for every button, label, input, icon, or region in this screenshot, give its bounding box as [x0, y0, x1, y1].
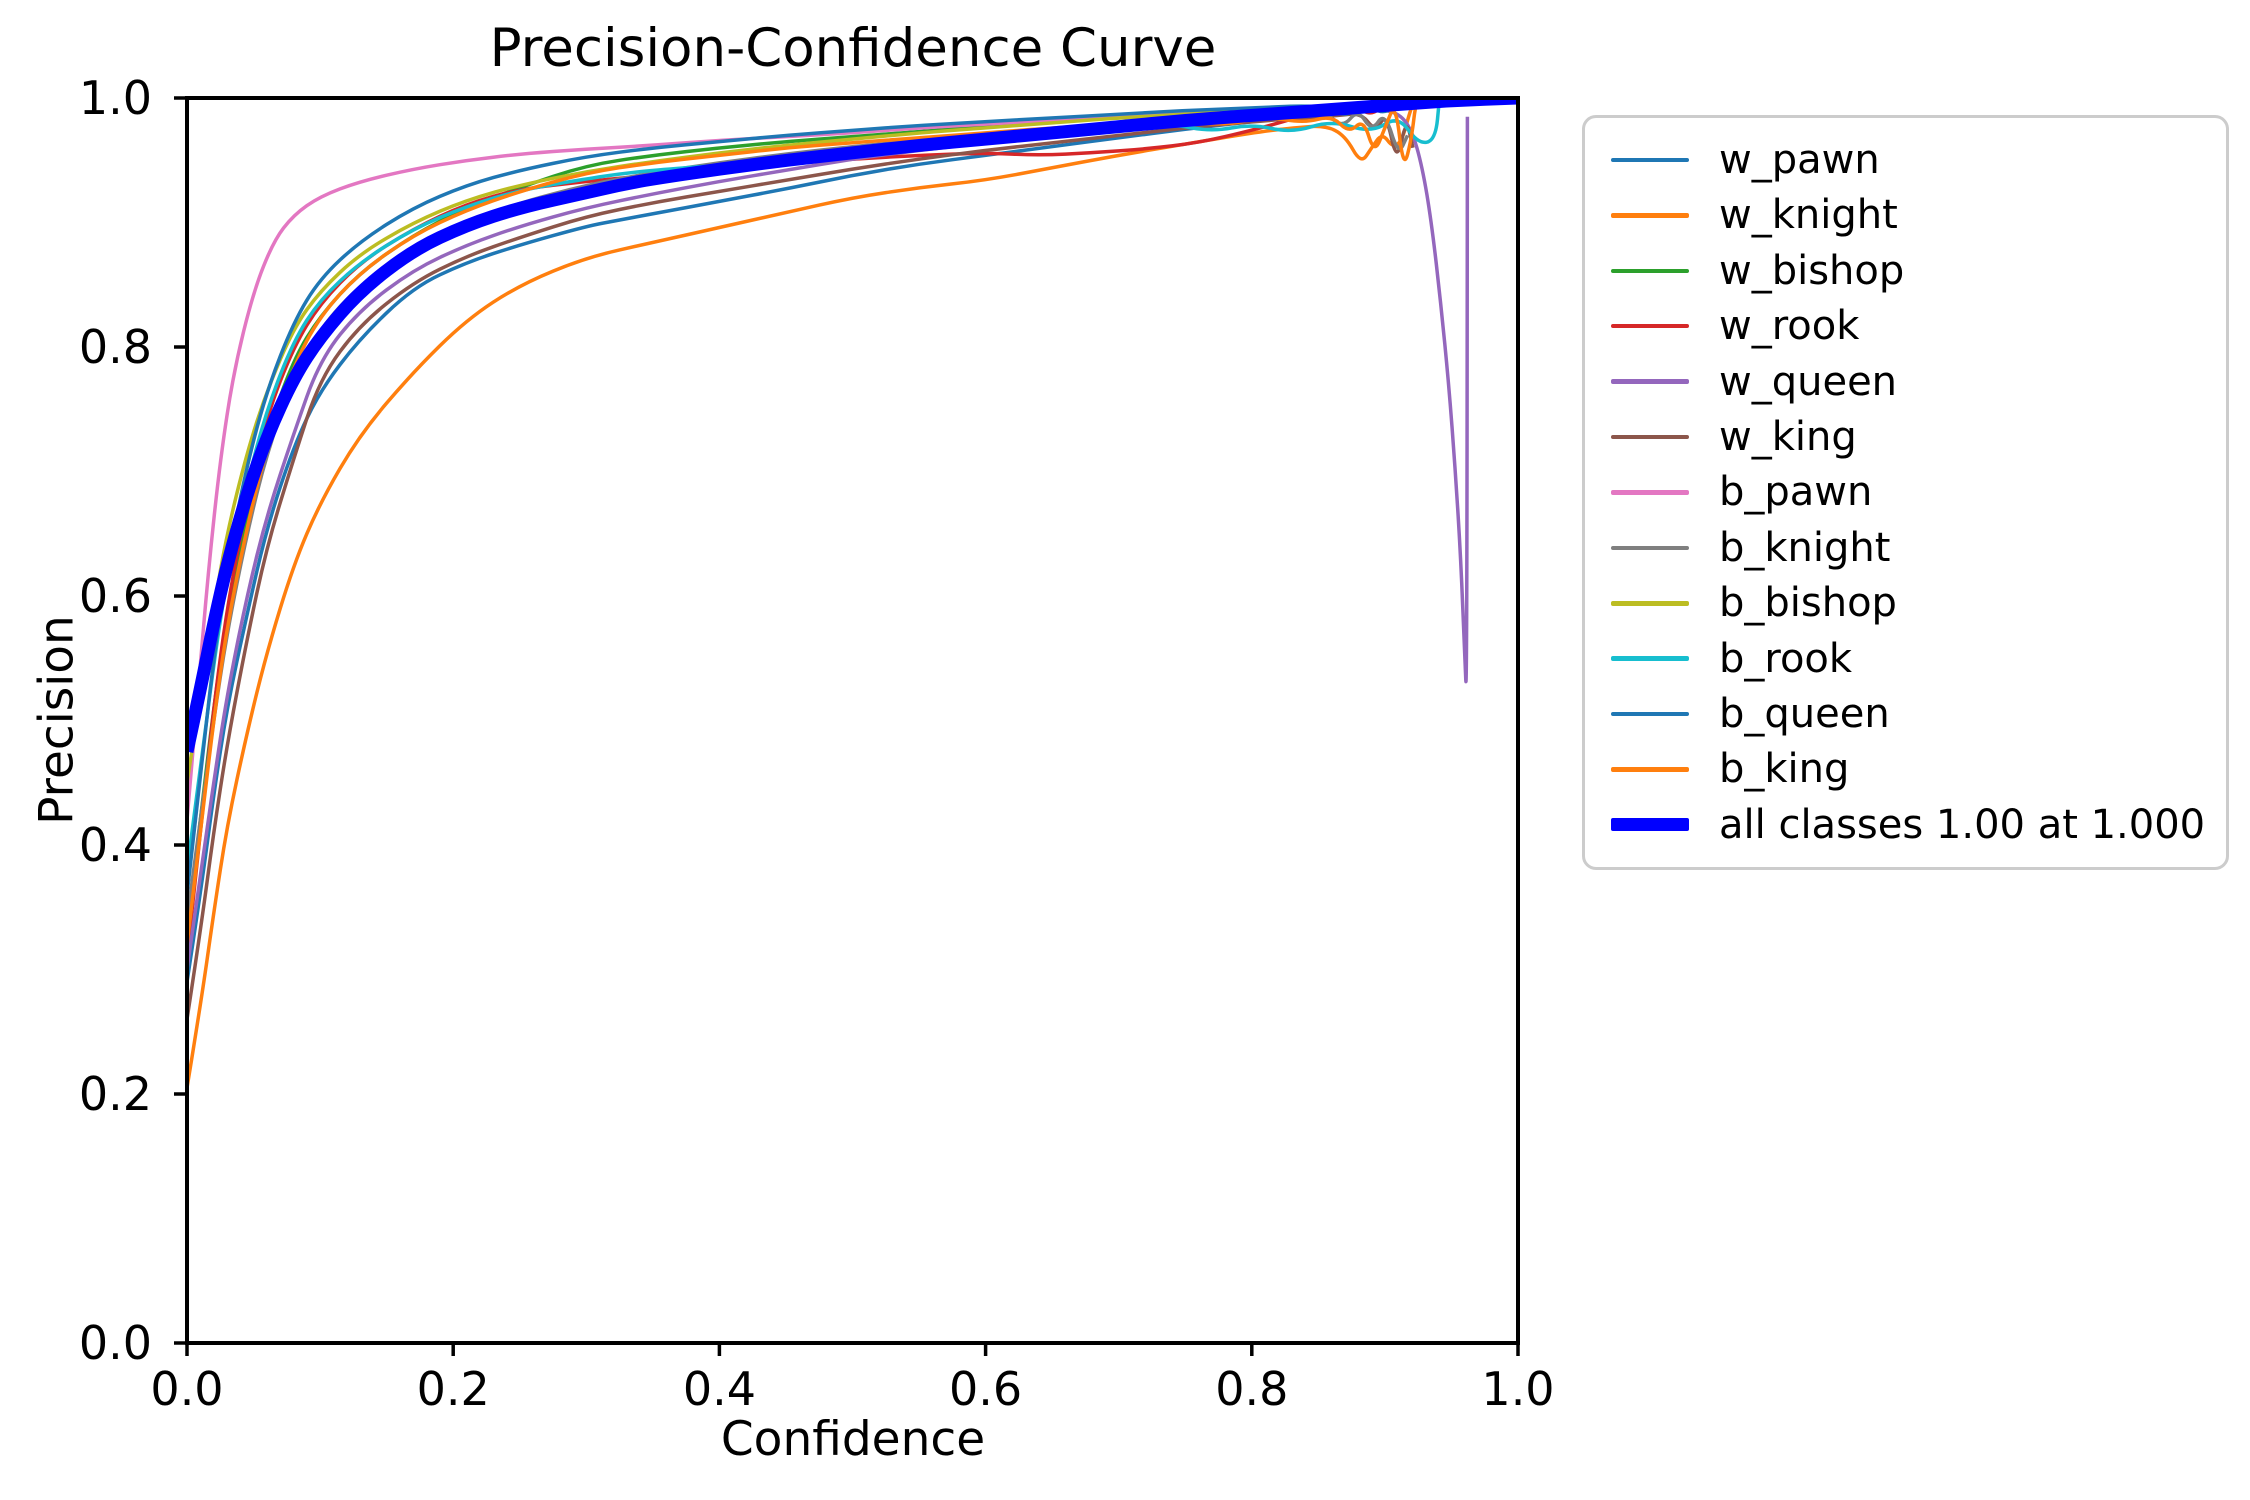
- x-tick-label: 0.6: [949, 1362, 1022, 1416]
- legend-swatch-all_classes: [1611, 818, 1689, 832]
- curve-all_classes: [187, 98, 1518, 753]
- legend-swatch-b_pawn: [1611, 490, 1689, 495]
- legend-label-b_king: b_king: [1719, 746, 1850, 793]
- legend-label-b_queen: b_queen: [1719, 691, 1890, 738]
- legend-swatch-b_queen: [1611, 711, 1689, 717]
- x-tick-label: 0.2: [417, 1362, 490, 1416]
- curve-w_bishop: [187, 98, 1423, 933]
- legend-swatch-w_bishop: [1611, 268, 1689, 274]
- legend-item-all_classes: all classes 1.00 at 1.000: [1611, 805, 2206, 845]
- curve-w_rook: [187, 98, 1411, 958]
- legend-item-b_queen: b_queen: [1611, 694, 2206, 734]
- legend-label-w_pawn: w_pawn: [1719, 137, 1880, 183]
- legend-item-w_rook: w_rook: [1611, 306, 2206, 346]
- legend-item-w_knight: w_knight: [1611, 195, 2206, 235]
- legend-item-w_king: w_king: [1611, 417, 2206, 457]
- x-tick-label: 0.8: [1215, 1362, 1288, 1416]
- legend-label-w_bishop: w_bishop: [1719, 247, 1905, 294]
- legend-label-w_rook: w_rook: [1719, 303, 1860, 350]
- legend-label-w_queen: w_queen: [1719, 358, 1898, 405]
- legend-swatch-w_rook: [1611, 323, 1689, 329]
- legend-item-b_knight: b_knight: [1611, 528, 2206, 568]
- y-axis-label: Precision: [29, 615, 85, 825]
- axes-spines: [185, 96, 1520, 1345]
- legend-label-b_bishop: b_bishop: [1719, 580, 1897, 627]
- curve-b_bishop: [187, 98, 1425, 784]
- x-tick-label: 1.0: [1481, 1362, 1554, 1416]
- y-tick-label: 0.4: [79, 818, 152, 872]
- legend-swatch-w_king: [1611, 434, 1689, 440]
- curve-b_queen: [187, 98, 1425, 895]
- legend-item-b_pawn: b_pawn: [1611, 472, 2206, 512]
- legend-item-w_bishop: w_bishop: [1611, 251, 2206, 291]
- legend-swatch-b_king: [1611, 767, 1689, 772]
- y-tick-label: 0.6: [79, 569, 152, 623]
- legend-item-b_rook: b_rook: [1611, 639, 2206, 679]
- legend-label-b_pawn: b_pawn: [1719, 469, 1873, 516]
- curves-group: [187, 98, 1518, 1089]
- curve-b_king: [187, 98, 1427, 945]
- legend-item-w_pawn: w_pawn: [1611, 140, 2206, 180]
- curve-b_rook: [187, 98, 1442, 871]
- legend-swatch-b_knight: [1611, 545, 1689, 551]
- y-tick-label: 1.0: [79, 71, 152, 125]
- x-tick-label: 0.0: [150, 1362, 223, 1416]
- legend-label-w_knight: w_knight: [1719, 192, 1898, 239]
- legend-swatch-w_queen: [1611, 379, 1689, 384]
- legend-swatch-b_rook: [1611, 656, 1689, 661]
- curve-w_queen: [187, 108, 1470, 970]
- legend-item-w_queen: w_queen: [1611, 362, 2206, 402]
- legend-swatch-b_bishop: [1611, 601, 1689, 606]
- chart-title: Precision-Confidence Curve: [489, 18, 1217, 79]
- legend-item-b_bishop: b_bishop: [1611, 583, 2206, 623]
- curve-w_knight: [187, 98, 1418, 1089]
- curve-w_pawn: [187, 98, 1431, 983]
- legend-label-all_classes: all classes 1.00 at 1.000: [1719, 801, 2206, 848]
- legend-swatch-w_knight: [1611, 213, 1689, 218]
- legend-swatch-w_pawn: [1611, 157, 1689, 163]
- legend-label-w_king: w_king: [1719, 414, 1857, 461]
- y-tick-label: 0.0: [79, 1316, 152, 1370]
- legend-item-b_king: b_king: [1611, 749, 2206, 789]
- legend-label-b_knight: b_knight: [1719, 524, 1891, 571]
- legend-label-b_rook: b_rook: [1719, 635, 1853, 682]
- legend-box: w_pawn w_knight w_bishop w_rook w_queen w_kin…: [1582, 115, 2229, 870]
- x-axis-label: Confidence: [720, 1412, 986, 1467]
- y-tick-label: 0.8: [79, 320, 152, 374]
- y-tick-label: 0.2: [79, 1067, 152, 1121]
- x-tick-label: 0.4: [683, 1362, 756, 1416]
